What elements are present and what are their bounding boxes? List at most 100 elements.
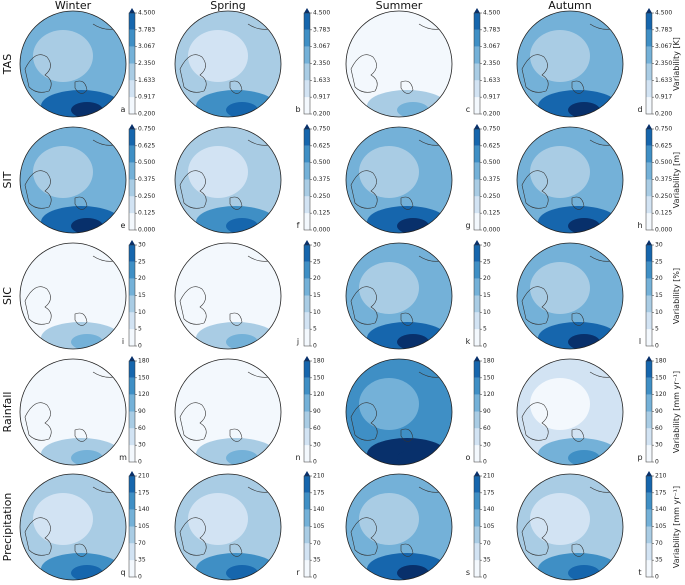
colorbar-tick-label: 10 <box>655 309 663 316</box>
colorbar-tick-label: 0.000 <box>483 227 500 234</box>
polar-map <box>20 474 126 580</box>
colorbar-band <box>474 196 480 214</box>
colorbar-tick-label: 35 <box>655 557 663 564</box>
colorbar-tick-label: 0.750 <box>138 126 155 133</box>
colorbar-band <box>646 80 652 98</box>
colorbar-tick-label: 0.375 <box>483 176 500 183</box>
colorbar-band <box>129 245 135 262</box>
colorbar-band <box>474 278 480 296</box>
colorbar-band <box>304 492 310 510</box>
map-border <box>516 10 624 118</box>
colorbar-tick-label: 175 <box>483 489 495 496</box>
colorbar-band <box>646 196 652 214</box>
panel-letter: j <box>296 337 299 346</box>
panel-letter: a <box>121 105 126 114</box>
panel-letter: l <box>639 337 641 346</box>
colorbar-tick-label: 1.633 <box>313 77 330 84</box>
colorbar-band <box>304 361 310 378</box>
colorbar-tick-label: 120 <box>655 391 667 398</box>
colorbar-tick-label: 30 <box>313 242 321 249</box>
colorbar-band <box>129 492 135 510</box>
colorbar-tick-label: 180 <box>483 358 495 365</box>
colorbar-tick-label: 0 <box>313 574 317 581</box>
colorbar-tick-label: 150 <box>483 374 495 381</box>
colorbar-band <box>129 29 135 47</box>
map-patch <box>568 102 600 117</box>
colorbar-band <box>129 476 135 493</box>
panel-letter: h <box>637 221 642 230</box>
polar-map <box>175 243 281 349</box>
colorbar-band <box>129 543 135 561</box>
colorbar-band <box>304 377 310 395</box>
row-label: TAS <box>1 54 14 75</box>
colorbar-tick-label: 15 <box>483 292 491 299</box>
colorbar-band <box>304 428 310 446</box>
colorbar-band <box>646 97 652 114</box>
colorbar-label: Variability [%] <box>672 268 681 324</box>
map-border <box>19 473 127 581</box>
colorbar-tick-label: 70 <box>313 540 321 547</box>
colorbar-band <box>474 411 480 429</box>
colorbar-tick-label: 0 <box>483 343 487 350</box>
colorbar-band <box>304 261 310 279</box>
colorbar-tick-label: 30 <box>313 442 321 449</box>
colorbar-tick-label: 210 <box>313 473 325 480</box>
colorbar-band <box>474 377 480 395</box>
colorbar-band <box>646 543 652 561</box>
colorbar-tick-label: 0.250 <box>655 193 672 200</box>
polar-map <box>20 127 126 233</box>
colorbar-band <box>646 245 652 262</box>
colorbar-tick-label: 140 <box>655 506 667 513</box>
polar-map <box>346 127 452 233</box>
colorbar-extend <box>474 8 480 13</box>
colorbar-tick-label: 120 <box>138 391 150 398</box>
colorbar-extend <box>474 240 480 245</box>
map-border <box>516 242 624 350</box>
colorbar-tick-label: 0.917 <box>138 94 155 101</box>
colorbar-tick-label: 0.917 <box>483 94 500 101</box>
colorbar-tick-label: 4.500 <box>313 10 330 17</box>
colorbar-tick-label: 2.350 <box>138 60 155 67</box>
map-border <box>345 473 453 581</box>
colorbar-band <box>474 560 480 577</box>
colorbar-tick-label: 0.125 <box>483 210 500 217</box>
colorbar-tick-label: 0 <box>655 343 659 350</box>
map-patch <box>188 493 248 545</box>
colorbar-band <box>646 13 652 30</box>
colorbar-tick-label: 180 <box>655 358 667 365</box>
colorbar-tick-label: 140 <box>313 506 325 513</box>
column-title: Autumn <box>548 0 591 12</box>
polar-map <box>20 11 126 117</box>
colorbar-band <box>304 476 310 493</box>
colorbar-band <box>304 213 310 230</box>
polar-map <box>20 243 126 349</box>
colorbar-tick-label: 3.067 <box>313 43 330 50</box>
map-patch <box>226 565 258 580</box>
row-label: Rainfall <box>1 392 14 433</box>
colorbar-band <box>474 445 480 462</box>
colorbar-band <box>304 63 310 81</box>
colorbar-tick-label: 35 <box>138 557 146 564</box>
map-border <box>516 473 624 581</box>
colorbar-band <box>474 46 480 64</box>
colorbar-band <box>129 97 135 114</box>
colorbar-band <box>129 261 135 279</box>
colorbar-band <box>129 361 135 378</box>
colorbar-band <box>304 526 310 544</box>
colorbar-band <box>129 196 135 214</box>
map-patch <box>188 146 248 198</box>
colorbar-band <box>129 312 135 330</box>
map-border <box>174 126 282 234</box>
colorbar-tick-label: 150 <box>313 374 325 381</box>
colorbar-extend <box>646 8 652 13</box>
colorbar-band <box>474 261 480 279</box>
colorbar-tick-label: 0.000 <box>138 227 155 234</box>
colorbar-tick-label: 3.067 <box>138 43 155 50</box>
colorbar-tick-label: 15 <box>313 292 321 299</box>
colorbar-band <box>129 162 135 180</box>
colorbar-band <box>646 428 652 446</box>
colorbar-band <box>646 213 652 230</box>
map-border <box>345 10 453 118</box>
colorbar-band <box>304 29 310 47</box>
colorbar-tick-label: 60 <box>313 425 321 432</box>
